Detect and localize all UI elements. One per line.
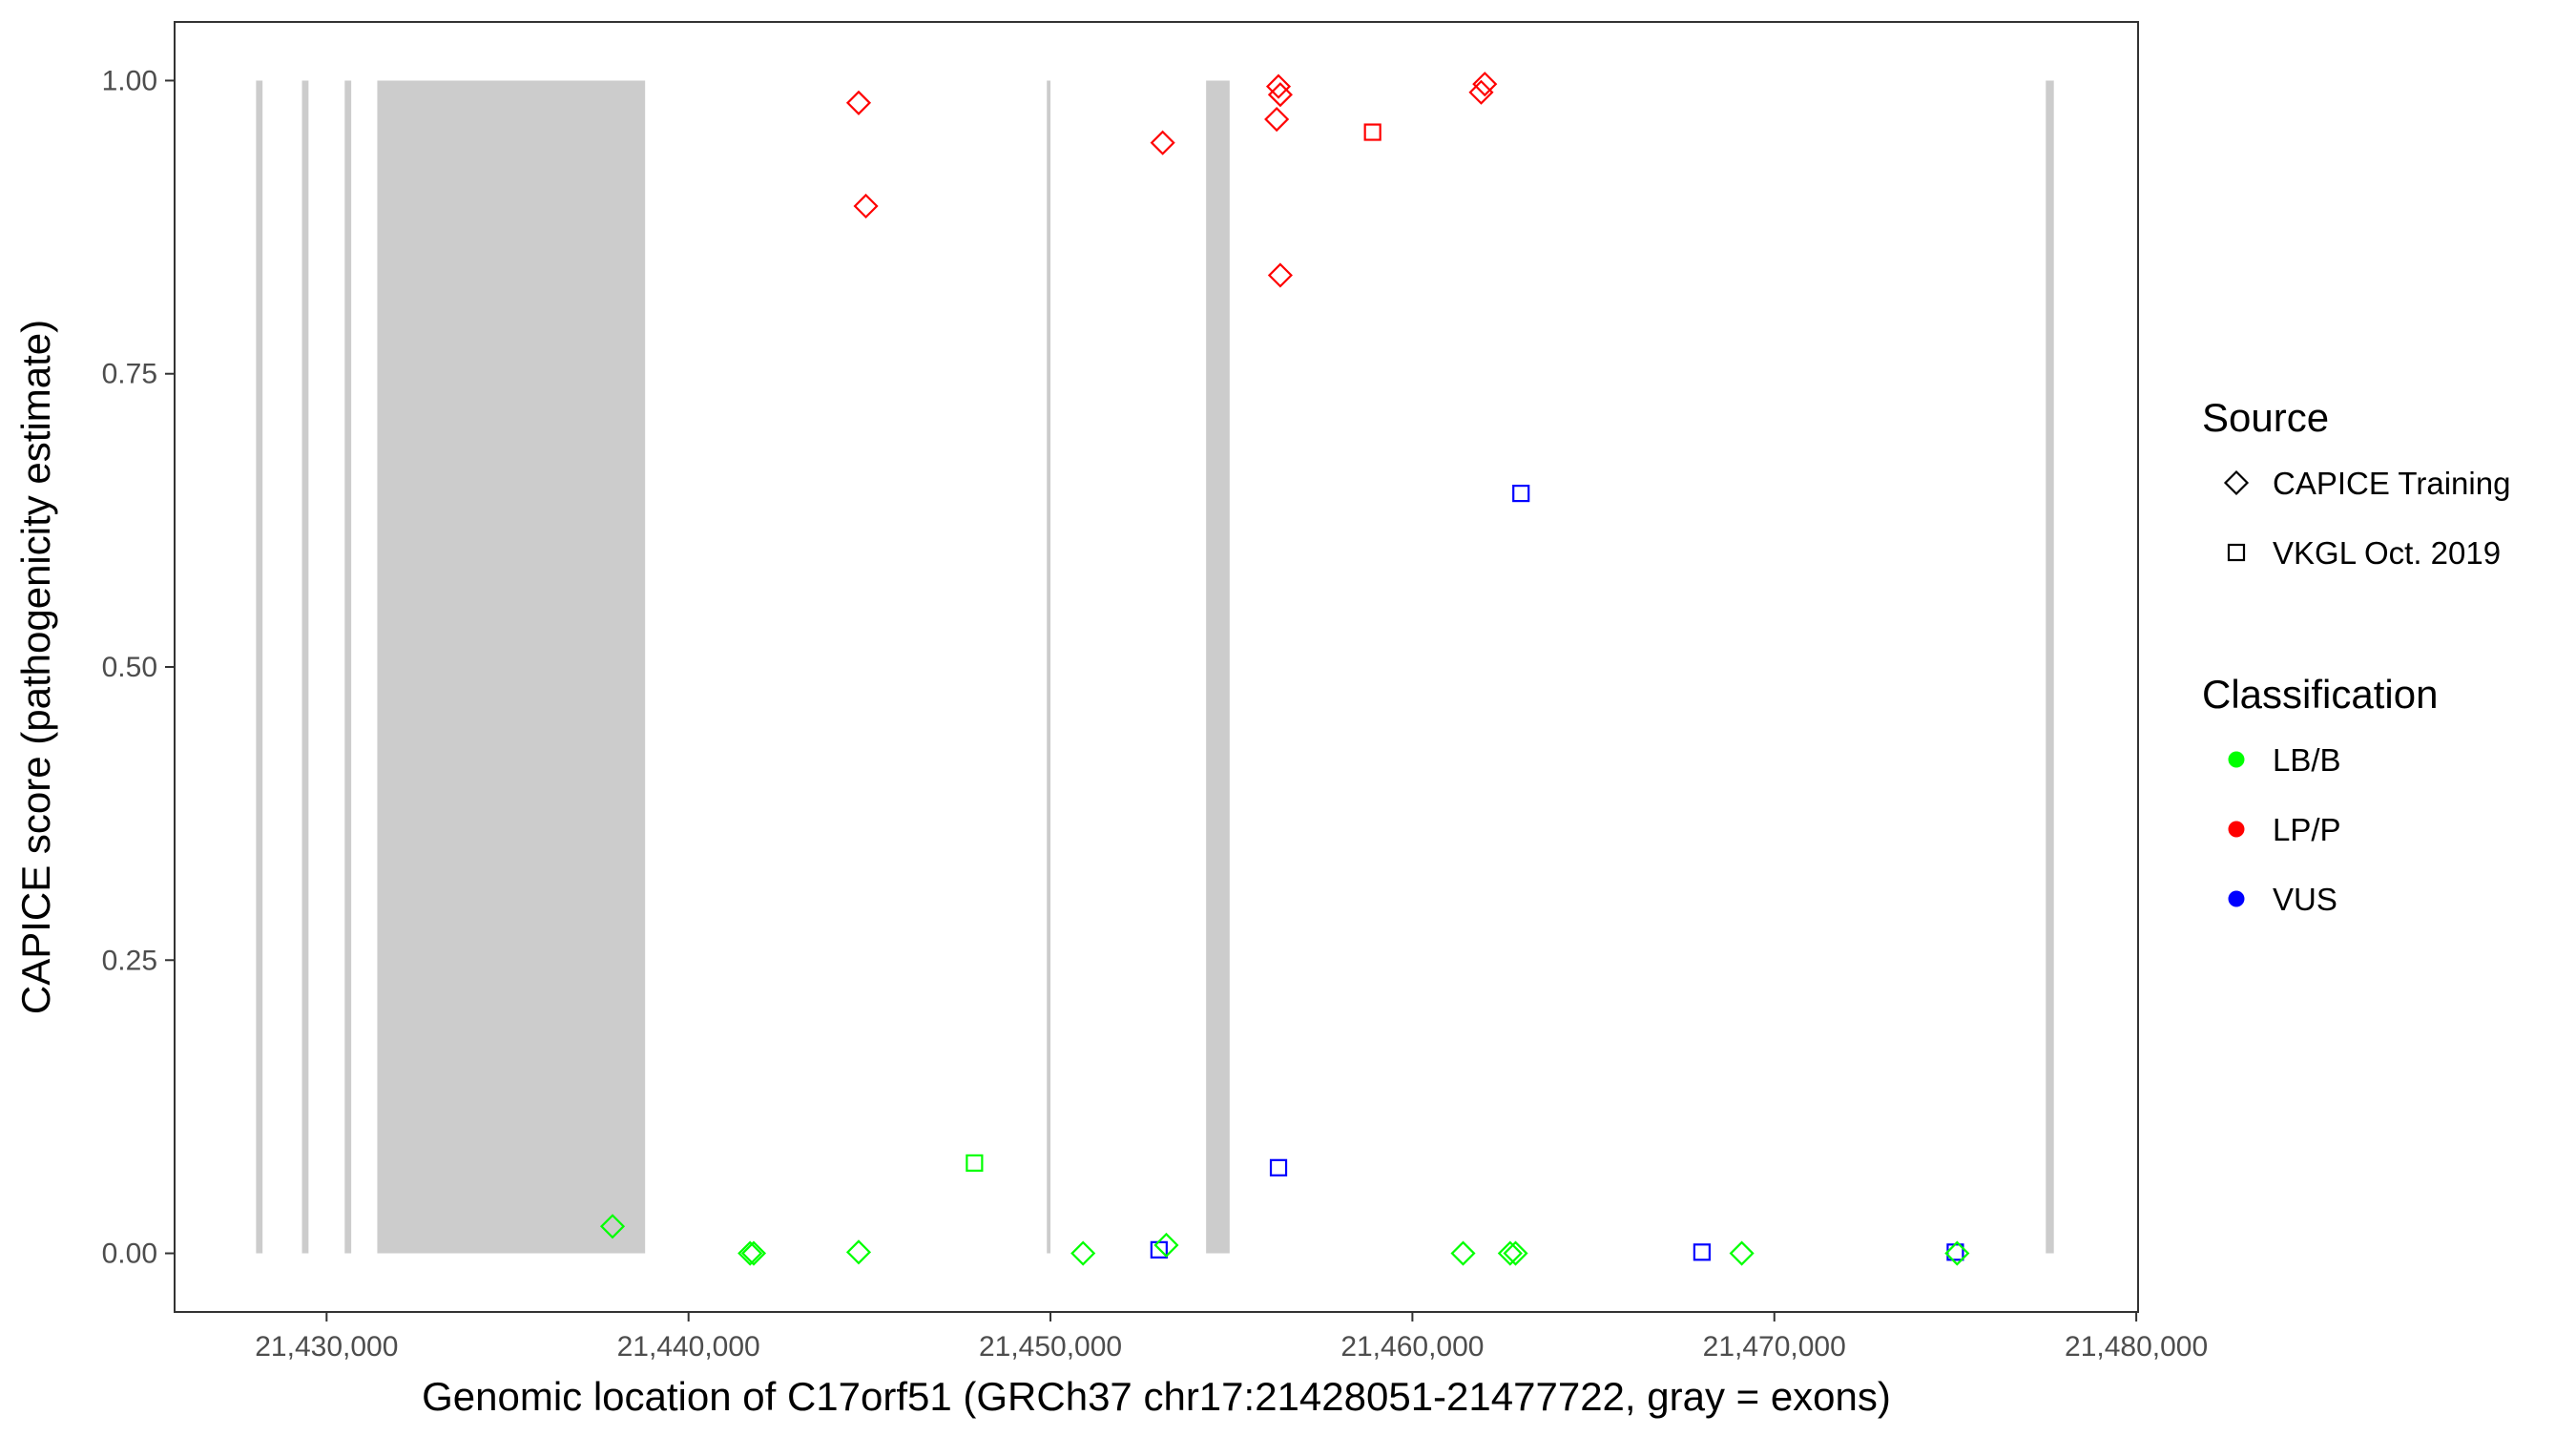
data-point — [1150, 130, 1175, 156]
y-tick-label: 0.00 — [102, 1238, 157, 1270]
y-tick-label: 1.00 — [102, 65, 157, 96]
x-tick-label: 21,460,000 — [1340, 1331, 1484, 1363]
data-point — [1267, 82, 1293, 108]
legend-source-title: Source — [2202, 395, 2329, 440]
y-tick-label: 0.75 — [102, 359, 157, 390]
data-point — [1363, 123, 1381, 141]
data-point — [1265, 73, 1292, 99]
data-point — [1693, 1243, 1711, 1261]
data-point — [737, 1240, 763, 1266]
data-point — [1153, 1232, 1179, 1258]
legend-classification-label: LP/P — [2273, 812, 2341, 847]
x-tick-label: 21,480,000 — [2065, 1331, 2208, 1363]
legend-source-label: VKGL Oct. 2019 — [2273, 535, 2501, 571]
data-point — [599, 1214, 626, 1239]
legend-classification-items: LB/B LP/P VUS — [2228, 742, 2341, 917]
data-point — [845, 1239, 872, 1265]
legend-key-square — [2227, 543, 2246, 562]
x-axis-title: Genomic location of C17orf51 (GRCh37 chr… — [422, 1374, 1891, 1419]
x-tick-label: 21,450,000 — [979, 1331, 1122, 1363]
x-tick-label: 21,440,000 — [617, 1331, 760, 1363]
legend: Source Classification CAPICE Training VKG… — [2202, 395, 2510, 917]
y-tick-label: 0.50 — [102, 652, 157, 683]
legend-classification-label: VUS — [2273, 882, 2337, 917]
data-point — [966, 1154, 984, 1173]
legend-classification-title: Classification — [2202, 672, 2438, 717]
legend-source-label: CAPICE Training — [2273, 466, 2510, 501]
exon-band-2 — [301, 80, 309, 1254]
legend-source-items: CAPICE Training VKGL Oct. 2019 — [2223, 466, 2510, 571]
data-point — [845, 90, 872, 115]
legend-key-dot — [2228, 751, 2245, 768]
y-tick-label: 0.25 — [102, 945, 157, 976]
exon-layer — [256, 80, 2054, 1254]
data-point — [1729, 1240, 1755, 1266]
exon-band-1 — [256, 80, 263, 1254]
legend-key-diamond — [2223, 469, 2250, 496]
data-point — [1267, 262, 1293, 288]
data-point — [1070, 1240, 1096, 1266]
y-axis: 0.00 0.25 0.50 0.75 1.00 — [102, 65, 175, 1270]
data-point — [1497, 1240, 1523, 1266]
data-point — [1450, 1240, 1476, 1266]
data-point — [740, 1240, 767, 1266]
data-point — [853, 193, 879, 219]
data-point — [1512, 484, 1530, 503]
data-point — [1264, 106, 1290, 133]
exon-band-4 — [377, 80, 646, 1254]
exon-band-3 — [344, 80, 352, 1254]
legend-key-dot — [2228, 890, 2245, 907]
x-tick-label: 21,430,000 — [255, 1331, 398, 1363]
exon-band-7 — [2046, 80, 2054, 1254]
point-layer — [599, 72, 1970, 1266]
x-tick-label: 21,470,000 — [1703, 1331, 1846, 1363]
data-point — [1472, 72, 1498, 97]
y-axis-title: CAPICE score (pathogenicity estimate) — [13, 320, 58, 1014]
exon-band-5 — [1047, 80, 1051, 1254]
legend-key-dot — [2228, 821, 2245, 838]
data-point — [1468, 79, 1494, 105]
exon-band-6 — [1206, 80, 1230, 1254]
data-point — [1503, 1240, 1528, 1266]
x-axis: 21,430,000 21,440,000 21,450,000 21,460,000… — [255, 1312, 2208, 1363]
data-point — [1269, 1158, 1288, 1176]
data-point — [1944, 1240, 1970, 1266]
legend-classification-label: LB/B — [2273, 742, 2341, 778]
